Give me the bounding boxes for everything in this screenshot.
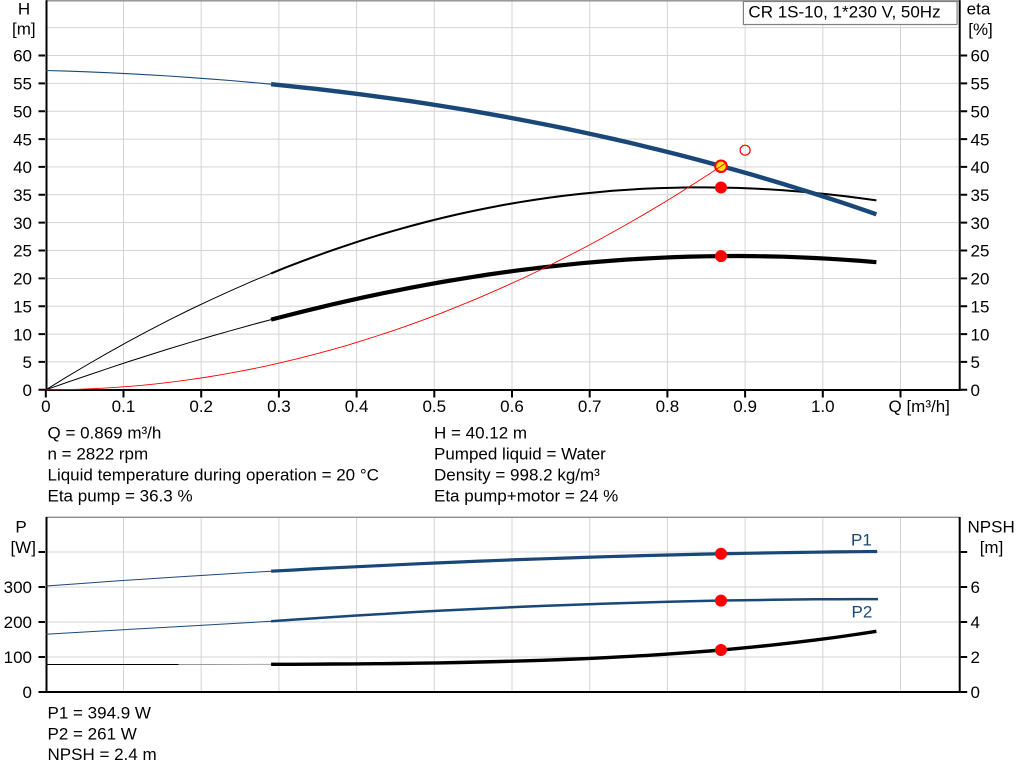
- svg-text:4: 4: [971, 613, 980, 632]
- svg-text:55: 55: [13, 75, 32, 94]
- svg-text:0: 0: [971, 683, 980, 702]
- svg-text:P2: P2: [852, 602, 873, 621]
- svg-text:P1: P1: [851, 531, 872, 550]
- svg-text:H = 40.12 m: H = 40.12 m: [434, 424, 527, 443]
- svg-text:Eta pump = 36.3 %: Eta pump = 36.3 %: [48, 487, 193, 506]
- svg-text:200: 200: [4, 613, 32, 632]
- svg-text:300: 300: [4, 578, 32, 597]
- svg-text:P: P: [15, 518, 26, 537]
- svg-text:CR 1S-10, 1*230 V, 50Hz: CR 1S-10, 1*230 V, 50Hz: [748, 3, 940, 22]
- svg-text:55: 55: [971, 75, 990, 94]
- svg-text:35: 35: [13, 186, 32, 205]
- svg-text:Density = 998.2 kg/m³: Density = 998.2 kg/m³: [434, 466, 600, 485]
- svg-text:0: 0: [41, 397, 50, 416]
- svg-text:35: 35: [971, 186, 990, 205]
- svg-text:[W]: [W]: [10, 538, 36, 557]
- svg-text:0: 0: [971, 381, 980, 400]
- svg-text:40: 40: [971, 158, 990, 177]
- svg-text:0: 0: [23, 683, 32, 702]
- svg-text:0.9: 0.9: [733, 397, 757, 416]
- svg-text:45: 45: [971, 130, 990, 149]
- svg-text:15: 15: [13, 297, 32, 316]
- svg-text:30: 30: [13, 214, 32, 233]
- svg-text:Pumped liquid = Water: Pumped liquid = Water: [434, 445, 606, 464]
- svg-text:25: 25: [13, 242, 32, 261]
- svg-text:0.5: 0.5: [422, 397, 446, 416]
- svg-text:15: 15: [971, 297, 990, 316]
- svg-text:0: 0: [23, 381, 32, 400]
- svg-text:5: 5: [971, 353, 980, 372]
- svg-text:0.4: 0.4: [345, 397, 369, 416]
- svg-text:10: 10: [971, 325, 990, 344]
- svg-text:NPSH = 2.4 m: NPSH = 2.4 m: [48, 745, 157, 764]
- svg-text:100: 100: [4, 648, 32, 667]
- svg-text:0.3: 0.3: [267, 397, 291, 416]
- svg-text:H: H: [18, 0, 30, 19]
- svg-text:Eta pump+motor = 24 %: Eta pump+motor = 24 %: [434, 487, 618, 506]
- svg-text:[%]: [%]: [968, 20, 993, 39]
- svg-text:6: 6: [971, 578, 980, 597]
- svg-text:P1 = 394.9 W: P1 = 394.9 W: [48, 704, 151, 723]
- svg-text:0.7: 0.7: [578, 397, 602, 416]
- svg-text:[m]: [m]: [12, 20, 36, 39]
- svg-text:0.2: 0.2: [189, 397, 213, 416]
- svg-text:[m]: [m]: [980, 538, 1004, 557]
- svg-text:50: 50: [13, 102, 32, 121]
- svg-text:eta: eta: [967, 0, 991, 19]
- svg-text:Q = 0.869 m³/h: Q = 0.869 m³/h: [48, 424, 162, 443]
- svg-text:2: 2: [971, 648, 980, 667]
- svg-text:60: 60: [13, 47, 32, 66]
- svg-text:60: 60: [971, 47, 990, 66]
- svg-text:50: 50: [971, 102, 990, 121]
- svg-text:25: 25: [971, 242, 990, 261]
- svg-text:40: 40: [13, 158, 32, 177]
- svg-text:20: 20: [13, 270, 32, 289]
- svg-text:1.0: 1.0: [811, 397, 835, 416]
- svg-text:0.8: 0.8: [656, 397, 680, 416]
- svg-text:NPSH: NPSH: [968, 518, 1015, 537]
- svg-text:n = 2822 rpm: n = 2822 rpm: [48, 445, 149, 464]
- svg-text:0.6: 0.6: [500, 397, 524, 416]
- svg-text:Q [m³/h]: Q [m³/h]: [889, 397, 950, 416]
- svg-text:10: 10: [13, 325, 32, 344]
- svg-text:Liquid temperature during oper: Liquid temperature during operation = 20…: [48, 466, 379, 485]
- svg-text:45: 45: [13, 130, 32, 149]
- svg-text:30: 30: [971, 214, 990, 233]
- svg-text:P2 = 261 W: P2 = 261 W: [48, 724, 137, 743]
- svg-text:0.1: 0.1: [112, 397, 136, 416]
- svg-text:20: 20: [971, 270, 990, 289]
- svg-text:5: 5: [23, 353, 32, 372]
